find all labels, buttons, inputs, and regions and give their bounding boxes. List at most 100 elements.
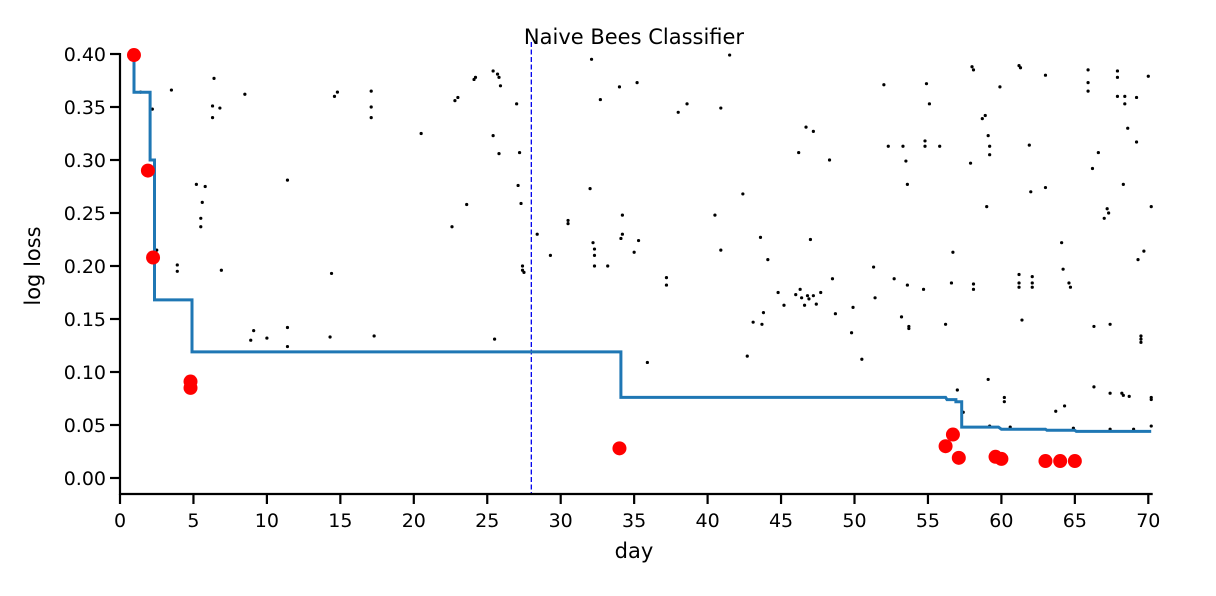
- submission-point: [265, 336, 269, 340]
- submission-point: [210, 116, 215, 120]
- submission-point: [904, 159, 908, 163]
- submission-point: [252, 329, 256, 333]
- x-tick-label: 10: [255, 510, 279, 532]
- x-tick-label: 45: [769, 510, 793, 532]
- submission-point: [927, 102, 932, 106]
- submission-point: [592, 253, 597, 257]
- submission-point: [804, 125, 808, 129]
- axes: 0 5 10 15 20 25 30 35 40 45 50 55 60 65 70 0.00 0.05 0.1…: [64, 44, 1161, 532]
- x-tick-label: 0: [114, 510, 126, 532]
- submission-point: [1030, 285, 1034, 289]
- submission-point: [1062, 404, 1067, 408]
- submission-point: [741, 192, 745, 196]
- submission-point: [938, 144, 942, 148]
- submission-point: [971, 68, 976, 72]
- best-submission-point: [146, 250, 161, 265]
- submission-point: [249, 338, 253, 342]
- submission-point: [1149, 397, 1153, 402]
- submission-point: [955, 388, 959, 392]
- submission-point: [983, 113, 987, 118]
- x-tick-label: 70: [1136, 510, 1160, 532]
- submission-point: [1142, 249, 1146, 253]
- submission-point: [175, 263, 179, 267]
- submission-point: [1043, 73, 1048, 77]
- best-submission-point: [1038, 454, 1053, 469]
- submission-point: [766, 258, 770, 262]
- best-submission-point: [612, 441, 627, 456]
- submission-point: [1061, 267, 1065, 271]
- x-axis-label: day: [615, 539, 654, 563]
- submission-point: [808, 237, 813, 242]
- submission-point: [830, 277, 835, 281]
- submission-point: [1107, 211, 1111, 215]
- submission-point: [372, 334, 376, 338]
- submission-point: [1126, 126, 1130, 130]
- submission-point: [200, 200, 204, 204]
- submission-point: [943, 322, 948, 326]
- y-axis-label: log loss: [21, 226, 45, 305]
- best-submission-point: [140, 163, 155, 178]
- submission-point: [794, 293, 798, 297]
- best-submission-point: [938, 439, 953, 454]
- y-tick-label: 0.00: [64, 468, 106, 490]
- submission-point: [516, 183, 520, 188]
- x-tick-label: 35: [622, 510, 646, 532]
- submission-point: [1115, 94, 1120, 98]
- submission-point: [1139, 337, 1143, 341]
- submission-point: [194, 182, 198, 186]
- best-submission-point: [951, 450, 966, 465]
- submission-point: [1105, 207, 1109, 211]
- submission-point: [802, 303, 807, 307]
- submission-point: [169, 88, 174, 92]
- submission-point: [1020, 318, 1024, 322]
- submission-point: [517, 150, 522, 155]
- submission-point: [1043, 185, 1048, 190]
- submission-point: [971, 287, 976, 291]
- y-tick-label: 0.10: [64, 362, 106, 384]
- submission-point: [1027, 143, 1031, 147]
- x-axis-ticks: 0 5 10 15 20 25 30 35 40 45 50 55 60 65 70: [114, 494, 1160, 532]
- submission-point: [1123, 94, 1127, 98]
- submission-point: [776, 290, 780, 295]
- submission-point: [1123, 102, 1127, 106]
- submission-point: [1108, 322, 1112, 326]
- submission-point: [465, 202, 469, 207]
- submission-point: [1115, 75, 1120, 79]
- submission-point: [620, 213, 624, 217]
- submission-point: [617, 85, 622, 89]
- submission-point: [566, 218, 570, 223]
- submission-point: [1139, 334, 1143, 338]
- submission-point: [873, 296, 877, 300]
- submission-point: [419, 131, 423, 136]
- submission-point: [1054, 409, 1058, 413]
- submission-point: [328, 335, 332, 339]
- submission-point: [827, 158, 832, 162]
- submission-point: [719, 248, 723, 252]
- submission-point: [923, 144, 927, 148]
- submission-point: [218, 106, 222, 110]
- y-tick-label: 0.30: [64, 150, 106, 172]
- submission-point: [519, 201, 523, 206]
- submission-point: [907, 326, 911, 331]
- best-score-step-line: [132, 55, 1152, 433]
- submission-point: [285, 344, 290, 349]
- submission-point: [515, 102, 519, 106]
- y-tick-label: 0.35: [64, 97, 106, 119]
- submission-point: [751, 320, 755, 324]
- x-tick-label: 25: [475, 510, 499, 532]
- submission-point: [1002, 395, 1006, 400]
- submission-point: [1092, 385, 1096, 389]
- submission-point: [892, 277, 896, 281]
- submission-point: [951, 250, 955, 254]
- submission-point: [1086, 81, 1090, 85]
- submission-point: [1121, 182, 1125, 186]
- best-submission-point: [994, 451, 1009, 466]
- submission-point: [1115, 69, 1120, 73]
- submission-point: [491, 134, 495, 138]
- submission-point: [369, 89, 373, 93]
- submission-point: [522, 270, 526, 274]
- submission-point: [598, 97, 602, 102]
- submission-point: [497, 75, 501, 79]
- submission-point: [814, 302, 818, 306]
